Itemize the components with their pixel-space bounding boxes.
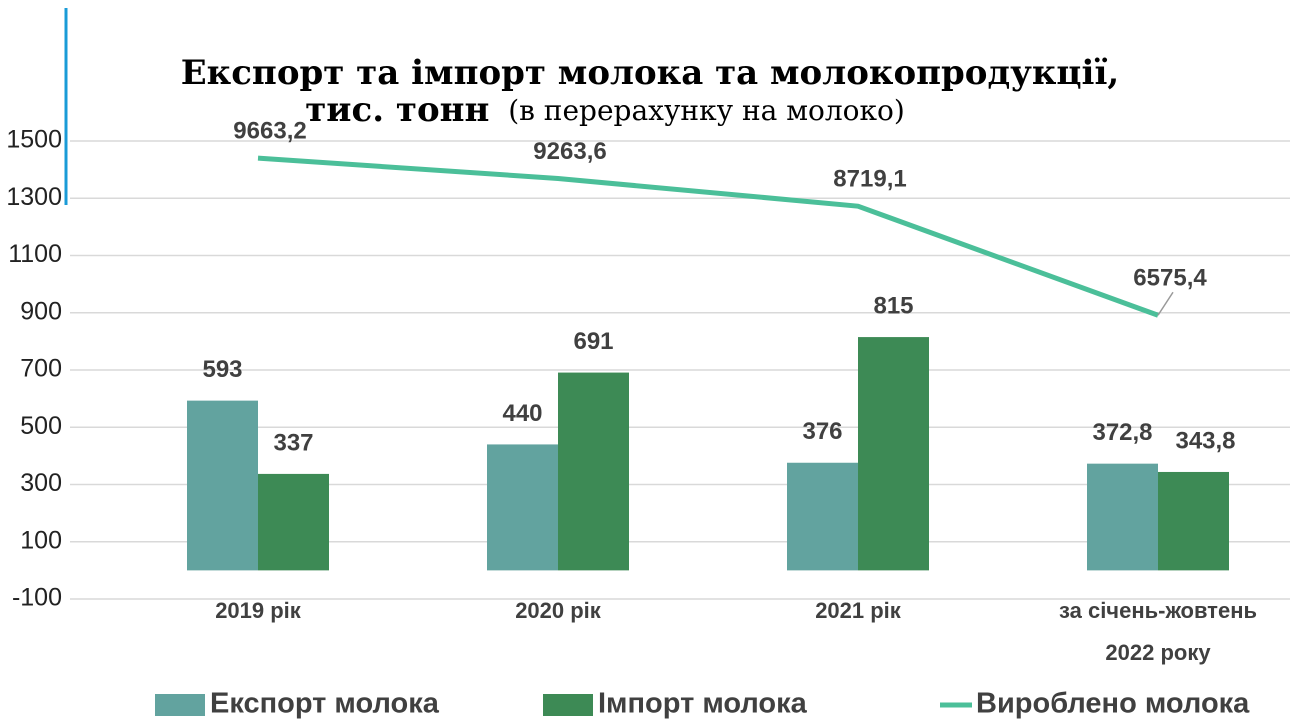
data-label: 440 <box>502 400 542 427</box>
x-tick-label: 2019 рік <box>215 598 302 623</box>
bar <box>787 462 858 571</box>
data-label: 376 <box>802 418 842 445</box>
data-label: 8719,1 <box>833 166 906 193</box>
chart-title: Експорт та імпорт молока та молокопродук… <box>181 53 1119 93</box>
y-tick-label: 1300 <box>6 183 62 211</box>
legend-label: Експорт молока <box>210 688 440 720</box>
y-tick-label: 100 <box>20 526 62 554</box>
legend-label: Вироблено молока <box>976 688 1250 720</box>
data-label: 337 <box>273 429 313 456</box>
bar <box>1158 471 1229 571</box>
bar <box>558 372 629 571</box>
chart-subtitle: (в перерахунку на молоко) <box>508 94 905 127</box>
x-tick-label: 2021 рік <box>815 598 902 623</box>
y-tick-label: 300 <box>20 469 62 497</box>
bar <box>487 444 558 571</box>
data-label: 6575,4 <box>1133 265 1207 292</box>
data-label: 9263,6 <box>533 138 606 165</box>
y-tick-label: 500 <box>20 412 62 440</box>
y-tick-label: 1500 <box>6 126 62 154</box>
data-label: 593 <box>202 356 242 383</box>
x-tick-label: 2020 рік <box>515 598 602 623</box>
legend-swatch <box>155 694 205 716</box>
bar <box>187 400 258 571</box>
leader-line <box>1157 291 1174 316</box>
data-label: 372,8 <box>1092 419 1152 446</box>
data-label: 343,8 <box>1175 427 1235 454</box>
bar <box>858 337 929 571</box>
legend-label: Імпорт молока <box>598 688 808 720</box>
data-label: 9663,2 <box>233 117 306 144</box>
y-tick-label: 700 <box>20 355 62 383</box>
chart-title-line: тис. тонн (в перерахунку на молоко) <box>305 90 905 130</box>
bar <box>1087 463 1158 571</box>
y-tick-label: 900 <box>20 297 62 325</box>
legend-swatch <box>543 694 593 716</box>
chart-title: тис. тонн <box>305 90 489 130</box>
y-tick-label: -100 <box>12 584 62 612</box>
x-tick-label: за січень-жовтень 2022 року <box>1059 598 1257 665</box>
data-label: 691 <box>573 328 613 355</box>
bar <box>258 473 329 571</box>
data-label: 815 <box>873 292 913 319</box>
line <box>257 155 1159 318</box>
y-tick-label: 1100 <box>8 240 62 268</box>
